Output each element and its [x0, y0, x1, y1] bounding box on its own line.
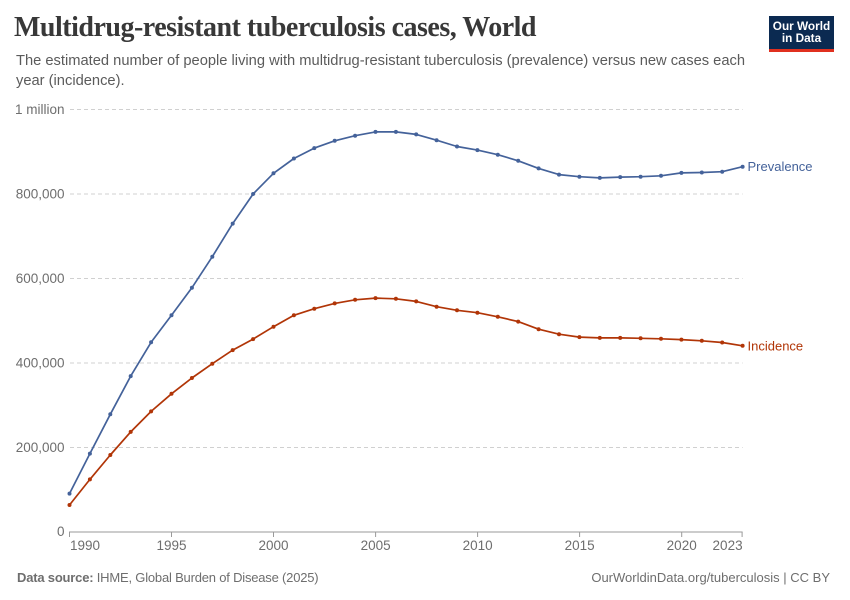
svg-text:400,000: 400,000 — [16, 356, 65, 371]
svg-text:2000: 2000 — [258, 538, 288, 553]
svg-text:1990: 1990 — [70, 538, 100, 553]
svg-text:1995: 1995 — [156, 538, 186, 553]
svg-text:2020: 2020 — [667, 538, 697, 553]
svg-text:800,000: 800,000 — [16, 187, 65, 202]
svg-text:2015: 2015 — [565, 538, 595, 553]
svg-text:Prevalence: Prevalence — [748, 159, 813, 174]
svg-text:2023: 2023 — [713, 538, 743, 553]
svg-text:Incidence: Incidence — [748, 339, 804, 354]
svg-text:2010: 2010 — [463, 538, 493, 553]
svg-text:2005: 2005 — [361, 538, 391, 553]
svg-text:200,000: 200,000 — [16, 440, 65, 455]
svg-text:600,000: 600,000 — [16, 271, 65, 286]
svg-text:0: 0 — [57, 524, 65, 539]
svg-text:1 million: 1 million — [15, 102, 65, 117]
